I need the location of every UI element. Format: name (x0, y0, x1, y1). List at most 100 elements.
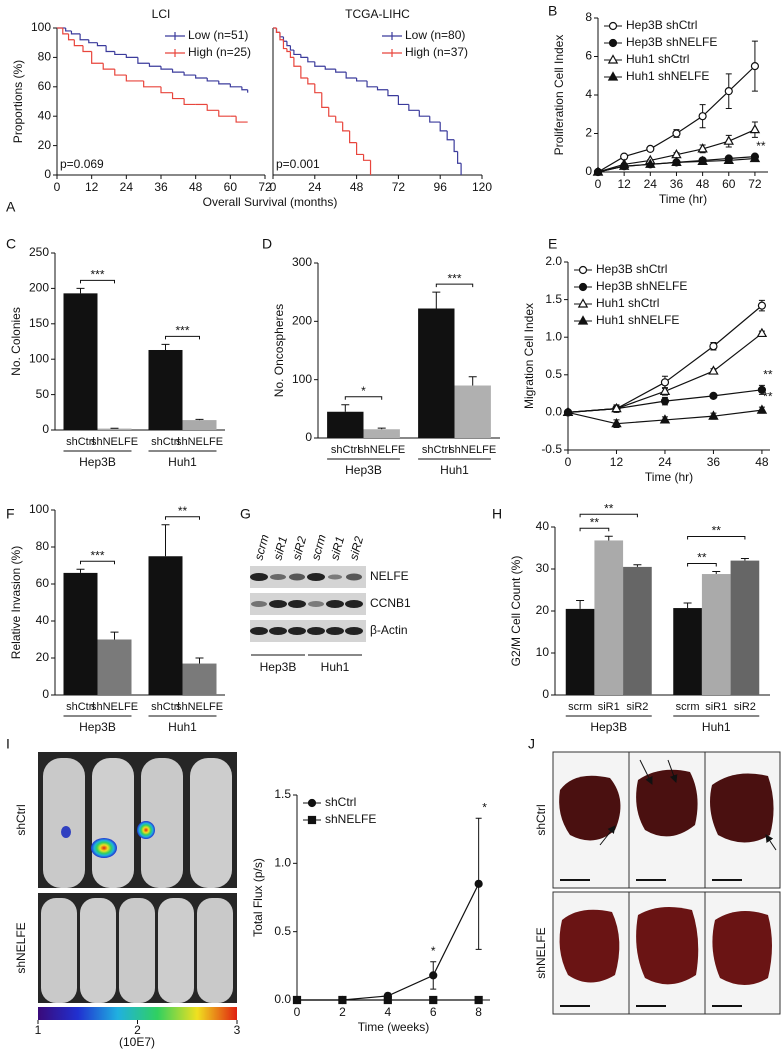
survival-step (206, 77, 219, 82)
category-label: shNELFE (176, 701, 223, 713)
colorbar-unit: (10E7) (119, 1035, 155, 1049)
x-tick-label: 36 (707, 455, 721, 469)
marker (474, 879, 483, 888)
significance-bracket (435, 283, 474, 288)
legend-label: Huh1 shNELFE (596, 313, 679, 327)
x-axis-label: Time (hr) (645, 470, 693, 484)
y-tick-label: 0.0 (545, 405, 562, 419)
survival-step (429, 116, 441, 123)
y-tick-label: 2.0 (545, 254, 562, 268)
lane-label: siR1 (327, 535, 347, 562)
x-tick-label: 36 (154, 180, 168, 194)
y-tick-label: 0 (42, 687, 49, 701)
marker (660, 378, 670, 387)
panel-letter: D (262, 236, 272, 252)
y-tick-label: 1.0 (274, 856, 291, 870)
bar (565, 608, 595, 695)
category-label: siR1 (705, 701, 727, 713)
significance: ** (178, 504, 188, 518)
group-label: Hep3B (79, 720, 116, 734)
y-tick-label: 50 (36, 387, 50, 401)
marker (756, 327, 768, 338)
bar (454, 385, 491, 438)
survival-step (218, 110, 231, 117)
protein-label: β-Actin (370, 623, 408, 637)
y-tick-label: -0.5 (541, 442, 562, 456)
bar (97, 639, 132, 695)
survival-step (321, 92, 329, 108)
survival-step (125, 75, 144, 82)
group-label: Hep3B (79, 455, 116, 469)
bar (182, 420, 217, 430)
y-tick-label: 8 (585, 10, 592, 24)
survival-step (160, 66, 173, 70)
panel-letter: G (240, 506, 251, 522)
error-bar (110, 631, 119, 640)
x-tick-label: 72 (392, 180, 406, 194)
legend-marker (578, 265, 588, 275)
y-tick-label: 40 (38, 108, 52, 122)
significance-bracket (579, 513, 638, 518)
bar (673, 608, 702, 695)
y-axis-label: Migration Cell Index (522, 303, 536, 409)
legend-marker (577, 298, 589, 308)
y-axis-label: No. Oncospheres (272, 304, 286, 397)
legend-label: Huh1 shCtrl (626, 52, 689, 66)
category-label: shCtrl (151, 701, 180, 713)
y-tick-label: 250 (29, 245, 49, 259)
survival-step (67, 33, 75, 41)
x-tick-label: 96 (434, 180, 448, 194)
survival-step (114, 51, 127, 56)
category-label: shCtrl (331, 444, 360, 456)
survival-step (307, 77, 315, 85)
group-label: Huh1 (321, 660, 350, 674)
y-tick-label: 2 (585, 126, 592, 140)
significance: ** (763, 389, 773, 403)
legend-label: shCtrl (325, 795, 356, 809)
y-tick-label: 0 (305, 430, 312, 444)
legend-label: Hep3B shCtrl (626, 18, 697, 32)
survival-step (345, 72, 357, 79)
mouse-images (38, 752, 237, 1020)
group-label: Hep3B (345, 463, 382, 477)
survival-step (397, 95, 409, 106)
legend-marker (607, 54, 619, 64)
marker (672, 129, 681, 138)
survival-step (356, 77, 368, 82)
y-tick-label: 0.0 (274, 992, 291, 1006)
marker (671, 156, 682, 166)
error-bar (76, 287, 85, 294)
liver-images (552, 751, 781, 1015)
x-tick-label: 48 (755, 455, 769, 469)
legend-marker (608, 38, 618, 48)
x-tick-label: 12 (617, 177, 631, 191)
x-axis-label: Overall Survival (months) (203, 195, 338, 209)
category-label: siR2 (734, 701, 756, 713)
y-axis-label: Proportions (%) (11, 60, 25, 143)
survival-step (279, 32, 284, 41)
x-tick-label: 24 (644, 177, 658, 191)
x-axis-label: Time (hr) (659, 192, 707, 206)
panel-letter: E (548, 236, 557, 252)
error-bar (604, 535, 613, 541)
marker (611, 402, 622, 413)
panel-letter: C (6, 236, 16, 252)
survival-step (289, 45, 294, 51)
category-label: shCtrl (151, 436, 180, 448)
survival-step (114, 69, 127, 76)
y-tick-label: 60 (38, 79, 52, 93)
survival-step (328, 107, 336, 117)
legend-label: Hep3B shNELFE (626, 35, 717, 49)
protein-label: NELFE (370, 569, 409, 583)
lane-label: siR2 (346, 534, 366, 561)
x-tick-label: 6 (430, 1005, 437, 1019)
significance: *** (447, 271, 461, 285)
survival-step (148, 63, 161, 67)
bar (730, 560, 760, 695)
chart-title: TCGA-LIHC (345, 7, 410, 21)
annotation: p=0.001 (276, 157, 320, 171)
category-label: siR2 (626, 701, 648, 713)
significance: ** (604, 501, 614, 515)
x-tick-label: 8 (475, 1005, 482, 1019)
